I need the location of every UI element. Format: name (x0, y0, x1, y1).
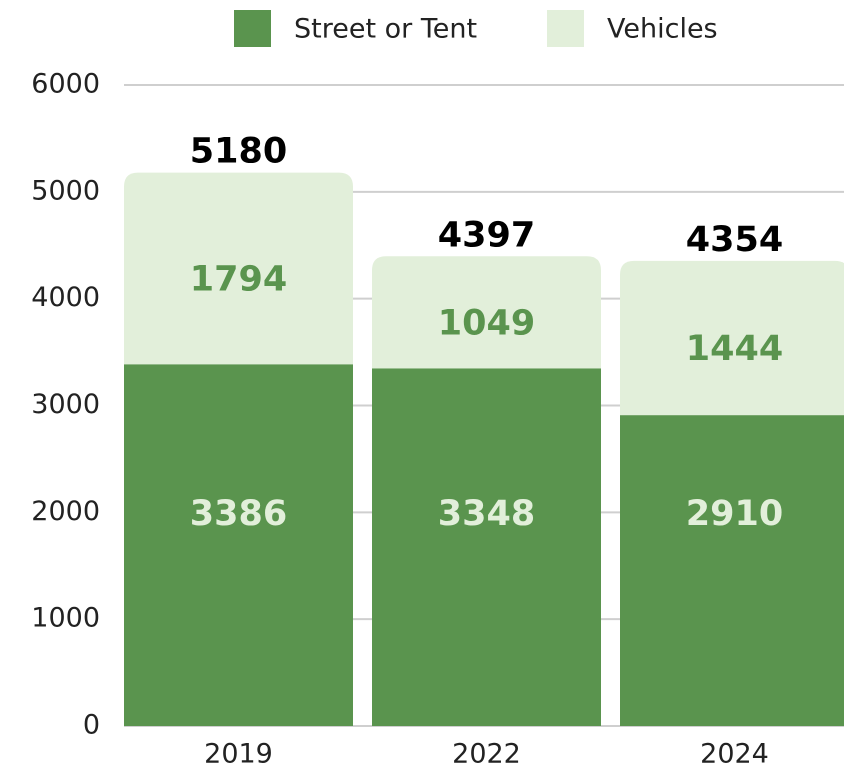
y-tick-label: 4000 (31, 282, 100, 313)
total-label: 4354 (686, 220, 783, 260)
y-tick-label: 5000 (31, 175, 100, 206)
segment-label: 3348 (438, 494, 535, 534)
segment-label: 1444 (686, 329, 783, 369)
bar-segment (124, 364, 353, 726)
segment-label: 1794 (190, 259, 287, 299)
bar-segment (372, 256, 601, 369)
legend-label: Vehicles (607, 14, 718, 45)
legend-label: Street or Tent (294, 14, 477, 45)
legend-swatch (234, 10, 271, 47)
total-label: 4397 (438, 215, 535, 255)
bar-segment (372, 368, 601, 726)
legend-swatch (547, 10, 584, 47)
y-tick-label: 2000 (31, 496, 100, 527)
segment-label: 3386 (190, 494, 287, 534)
bar-segment (620, 260, 844, 416)
y-tick-label: 1000 (31, 603, 100, 634)
total-label: 5180 (190, 132, 287, 172)
y-tick-label: 6000 (31, 69, 100, 100)
x-tick-label: 2022 (452, 739, 521, 769)
y-tick-label: 0 (83, 710, 100, 741)
x-tick-label: 2024 (700, 739, 769, 769)
segment-label: 2910 (686, 494, 783, 534)
bar-segment (124, 172, 353, 365)
y-tick-label: 3000 (31, 389, 100, 420)
x-tick-label: 2019 (204, 739, 273, 769)
bar-segment (620, 415, 844, 726)
segment-label: 1049 (438, 303, 535, 343)
